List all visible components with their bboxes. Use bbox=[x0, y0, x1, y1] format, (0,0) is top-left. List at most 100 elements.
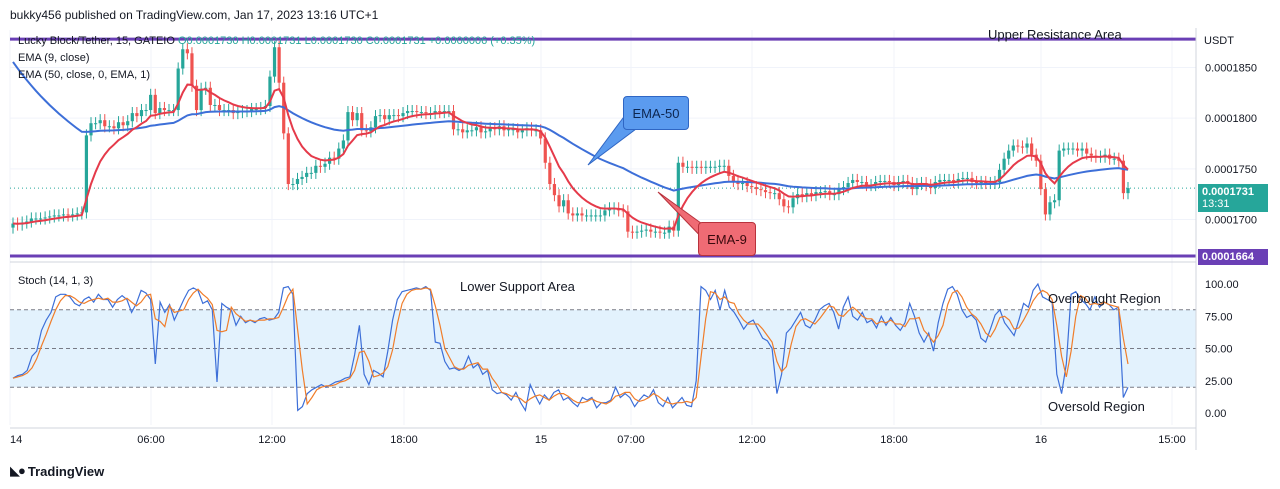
price-tick-label: 0.0001800 bbox=[1205, 113, 1257, 125]
candle-body bbox=[722, 165, 726, 167]
candle-body bbox=[272, 47, 277, 77]
candle-body bbox=[98, 120, 102, 124]
candle-body bbox=[874, 182, 878, 186]
candle-body bbox=[566, 200, 570, 214]
candle-body bbox=[690, 166, 694, 168]
candle-body bbox=[1011, 145, 1015, 151]
candle-body bbox=[392, 115, 396, 117]
candle-body bbox=[1112, 158, 1116, 160]
candle-body bbox=[415, 111, 419, 113]
candle-body bbox=[649, 229, 653, 232]
tradingview-logo[interactable]: ◣● TradingView bbox=[10, 463, 104, 479]
last-price-tag: 0.0001731 13:31 bbox=[1198, 184, 1268, 212]
candle-body bbox=[208, 87, 212, 105]
time-tick-label: 16 bbox=[1035, 434, 1047, 446]
candle-body bbox=[135, 113, 139, 117]
candle-body bbox=[116, 122, 121, 129]
currency-label: USDT bbox=[1204, 35, 1234, 47]
candle-body bbox=[213, 104, 217, 106]
candle-body bbox=[731, 175, 735, 181]
candle-body bbox=[800, 194, 804, 197]
candle-body bbox=[309, 172, 313, 174]
candle-body bbox=[373, 116, 378, 128]
candle-body bbox=[901, 180, 905, 182]
candle-body bbox=[740, 183, 745, 185]
candle-body bbox=[883, 180, 887, 182]
candle-body bbox=[29, 218, 33, 222]
candle-body bbox=[383, 115, 387, 120]
time-tick-label: 12:00 bbox=[738, 434, 766, 446]
candle-body bbox=[685, 166, 690, 168]
candle-body bbox=[484, 131, 488, 133]
candle-body bbox=[162, 108, 167, 111]
time-tick-label: 06:00 bbox=[137, 434, 165, 446]
candle-body bbox=[190, 53, 194, 86]
stoch-lines bbox=[12, 282, 1129, 413]
candle-body bbox=[185, 49, 189, 54]
candle-body bbox=[745, 183, 749, 187]
candle-body bbox=[961, 177, 965, 179]
candle-body bbox=[506, 129, 511, 131]
upper-resistance-label: Upper Resistance Area bbox=[988, 27, 1122, 42]
candle-body bbox=[387, 115, 391, 120]
candle-body bbox=[864, 182, 869, 186]
candle-body bbox=[1052, 200, 1057, 203]
candle-body bbox=[1020, 146, 1025, 148]
candle-body bbox=[598, 215, 602, 217]
ema9-callout: EMA-9 bbox=[698, 222, 756, 256]
time-tick-label: 15 bbox=[535, 434, 547, 446]
ohlc-values: O0.0001730 H0.0001731 L0.0001730 C0.0001… bbox=[177, 35, 536, 47]
candle-body bbox=[539, 130, 543, 139]
candle-body bbox=[603, 210, 607, 216]
candle-body bbox=[814, 192, 818, 196]
candle-body bbox=[1085, 148, 1089, 154]
candle-body bbox=[456, 129, 460, 131]
candle-body bbox=[479, 127, 483, 133]
candle-body bbox=[314, 165, 318, 173]
candle-body bbox=[1048, 202, 1052, 215]
ema50-legend: EMA (50, close, 0, EMA, 1) bbox=[18, 69, 151, 81]
candle-body bbox=[360, 113, 364, 131]
time-tick-label: 12:00 bbox=[258, 434, 286, 446]
time-tick-label: 18:00 bbox=[880, 434, 908, 446]
candle-body bbox=[378, 115, 382, 117]
bar-countdown: 13:31 bbox=[1202, 198, 1230, 210]
candle-body bbox=[828, 191, 832, 195]
candle-body bbox=[11, 223, 15, 228]
candle-body bbox=[887, 180, 891, 182]
candle-body bbox=[653, 231, 657, 233]
candle-body bbox=[938, 179, 942, 182]
candle-body bbox=[516, 129, 520, 133]
publisher-line: bukky456 published on TradingView.com, J… bbox=[10, 8, 379, 22]
candle-body bbox=[406, 111, 410, 114]
candle-body bbox=[640, 230, 644, 232]
brand-name: TradingView bbox=[27, 463, 105, 479]
candle-body bbox=[763, 190, 768, 193]
candle-body bbox=[552, 184, 557, 196]
candle-body bbox=[630, 231, 635, 233]
time-tick-label: 18:00 bbox=[390, 434, 418, 446]
candle-body bbox=[295, 178, 300, 185]
candle-body bbox=[1066, 148, 1070, 150]
candle-body bbox=[61, 214, 66, 216]
candle-body bbox=[89, 123, 93, 136]
candle-body bbox=[433, 111, 437, 114]
candle-body bbox=[782, 199, 786, 207]
candle-body bbox=[718, 165, 722, 167]
candle-body bbox=[461, 129, 465, 133]
candle-body bbox=[699, 166, 703, 168]
candle-body bbox=[543, 138, 547, 163]
candle-body bbox=[952, 179, 956, 182]
candle-body bbox=[204, 87, 208, 89]
candle-body bbox=[1025, 143, 1029, 148]
candle-body bbox=[823, 191, 827, 193]
candle-body bbox=[410, 111, 414, 113]
candle-body bbox=[25, 221, 29, 223]
candle-body bbox=[676, 162, 680, 231]
ema9-line bbox=[12, 83, 1129, 230]
candle-body bbox=[300, 176, 304, 179]
candle-body bbox=[1071, 148, 1075, 150]
candle-body bbox=[1016, 145, 1020, 147]
oversold-label: Oversold Region bbox=[1048, 399, 1145, 414]
